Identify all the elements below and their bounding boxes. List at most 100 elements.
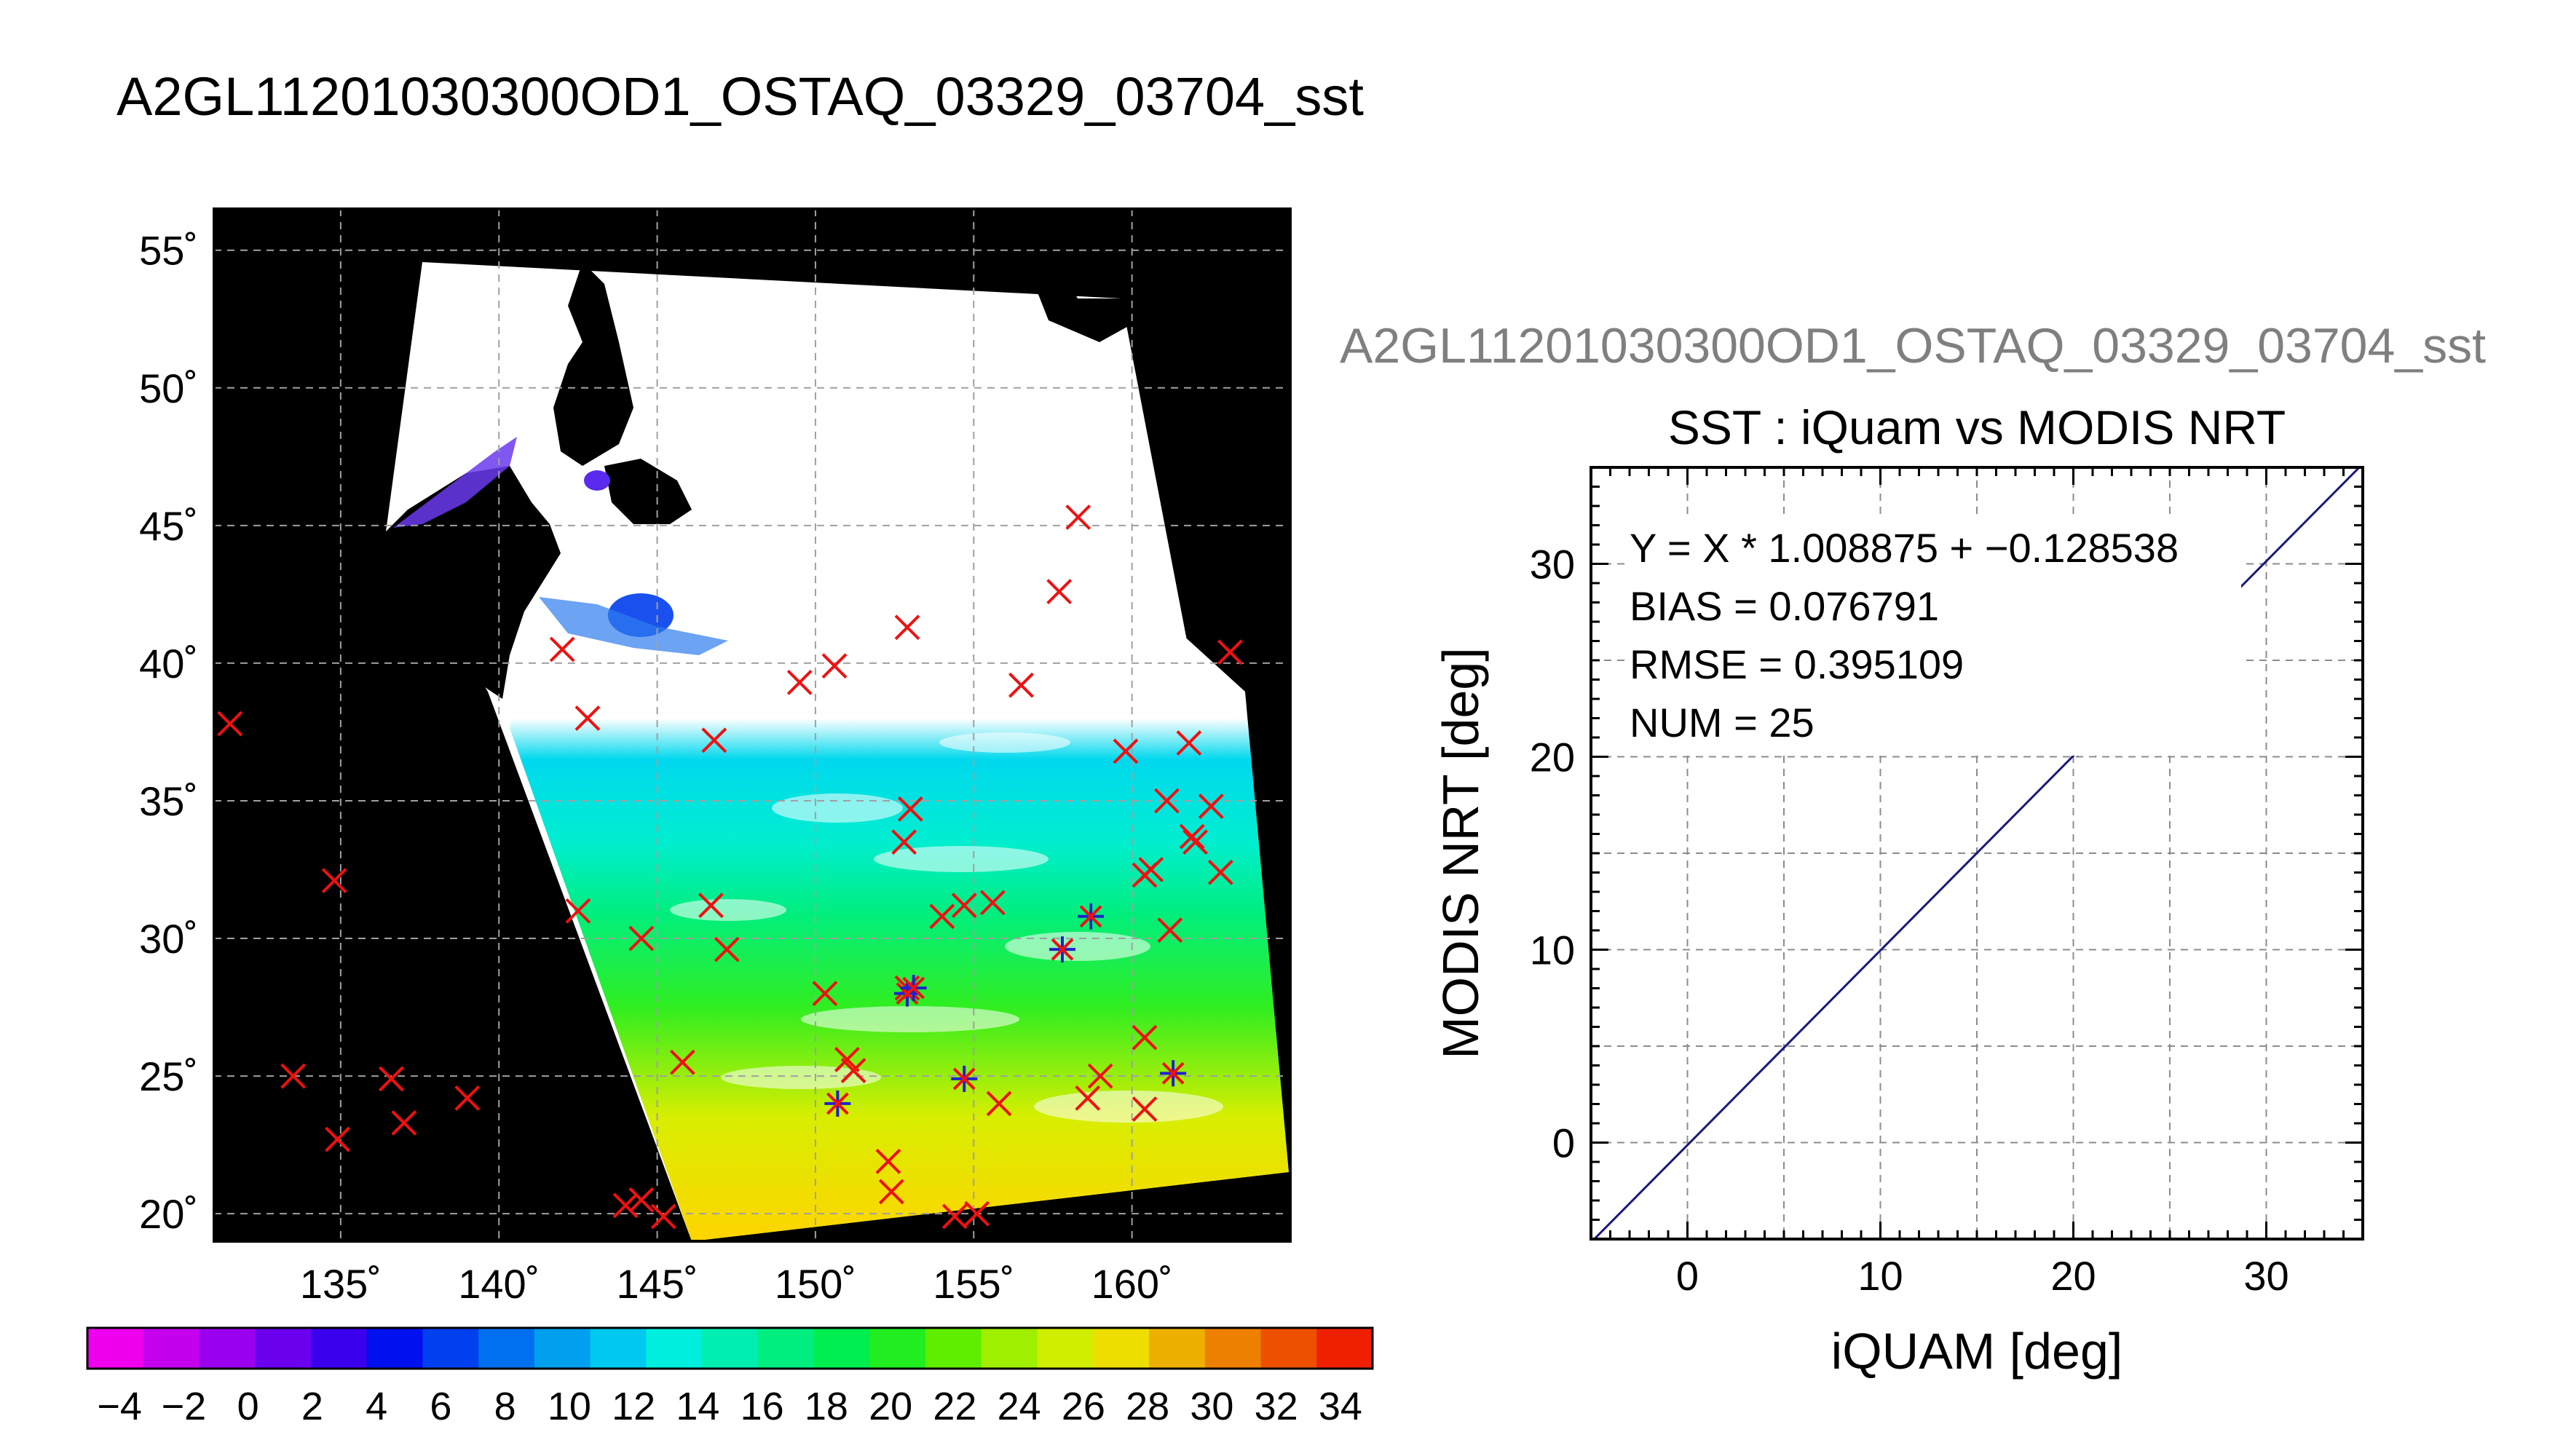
colorbar-cell (143, 1328, 200, 1369)
iquam-marker (1046, 579, 1073, 605)
iquam-marker (1182, 829, 1209, 855)
map-lat-tick-label: 55˚ (139, 228, 198, 274)
colorbar-tick-label: 32 (1255, 1385, 1298, 1428)
map-lat-tick-label: 25˚ (139, 1053, 198, 1099)
iquam-marker (1207, 859, 1233, 885)
iquam-marker (1198, 794, 1224, 819)
iquam-marker (812, 981, 838, 1007)
scatter-y-tick-labels: 0 10 20 30 (1530, 542, 1575, 1166)
colorbar-cell (1037, 1328, 1094, 1369)
colorbar-frame (86, 1326, 1374, 1370)
figure-title: A2GL11201030300OD1_OSTAQ_03329_03704_sst (117, 66, 1364, 127)
iquam-marker (1217, 639, 1243, 665)
colorbar-tick-label: 6 (430, 1385, 451, 1428)
map-markers (217, 505, 1243, 1230)
iquam-marker (454, 1085, 481, 1111)
iquam-marker (1075, 1085, 1101, 1111)
scatter-y-tick-label: 0 (1552, 1120, 1575, 1166)
colorbar-cell (869, 1328, 926, 1369)
iquam-marker (565, 898, 591, 924)
oyashio-blue (539, 597, 728, 655)
iquam-marker (897, 796, 923, 822)
colorbar-tick-label: 16 (741, 1385, 784, 1428)
colorbar-cell (925, 1328, 982, 1369)
colorbar-cell (478, 1328, 535, 1369)
iquam-marker (986, 1091, 1012, 1117)
iquam-marker (941, 1203, 968, 1230)
colorbar-cell (981, 1328, 1038, 1369)
scatter-x-tick-label: 0 (1676, 1253, 1699, 1299)
map-lat-tick-label: 30˚ (139, 916, 198, 962)
matchup-marker (1160, 1060, 1187, 1087)
map-lon-tick-label: 135˚ (300, 1261, 382, 1307)
iquam-marker (321, 868, 347, 894)
japan-land-black (386, 209, 1165, 699)
colorbar-cell (255, 1328, 312, 1369)
iquam-marker (325, 1126, 350, 1152)
colorbar-cell (199, 1328, 256, 1369)
iquam-marker (1132, 1024, 1158, 1051)
cold-water-patch (584, 470, 610, 491)
colorbar-cell (366, 1328, 423, 1369)
colorbar-tick-label: 2 (301, 1385, 323, 1428)
map-lat-tick-labels: 55˚ 50˚ 45˚ 40˚ 35˚ 30˚ 25˚ 20˚ (139, 228, 198, 1237)
colorbar-tick-label: 24 (998, 1385, 1041, 1428)
iquam-marker (1132, 1096, 1158, 1122)
colorbar-tick-label: 28 (1126, 1385, 1169, 1428)
map-grid (214, 209, 1290, 1241)
iquam-marker (786, 669, 813, 695)
iquam-marker (701, 727, 727, 753)
colorbar-tick-label: 20 (869, 1385, 912, 1428)
matchup-marker (900, 975, 927, 1002)
colorbar-tick-label: 18 (805, 1385, 848, 1428)
matchup-marker (951, 1065, 978, 1092)
colorbar-tick-label: −4 (97, 1385, 142, 1428)
iquam-marker (698, 893, 724, 919)
map-lat-tick-label: 20˚ (139, 1191, 198, 1237)
iquam-marker (391, 1109, 417, 1136)
iquam-marker (1008, 672, 1034, 698)
iquam-marker (379, 1066, 404, 1092)
colorbar-cell (590, 1328, 647, 1369)
colorbar-tick-label: 26 (1062, 1385, 1105, 1428)
map-frame (213, 207, 1292, 1243)
matchup-marker (1078, 903, 1105, 930)
map-lon-tick-label: 150˚ (775, 1261, 856, 1307)
colorbar-tick-labels: −4 −2 0 2 4 6 8 10 12 14 16 18 20 22 24 26 28 30 32 34 (97, 1385, 1362, 1428)
scatter-x-axis-label: iQUAM [deg] (1831, 1323, 2123, 1380)
stats-rmse: RMSE = 0.395109 (1630, 641, 1964, 687)
colorbar-cell (1260, 1328, 1317, 1369)
iquam-marker (834, 1047, 860, 1072)
map-lon-tick-label: 140˚ (458, 1261, 540, 1307)
colorbar-tick-label: −2 (162, 1385, 207, 1428)
map-lon-tick-label: 160˚ (1091, 1261, 1173, 1307)
colorbar-cell (1093, 1328, 1150, 1369)
scatter-x-tick-label: 20 (2050, 1253, 2096, 1299)
iquam-marker (1138, 857, 1164, 882)
colorbar-cell (757, 1328, 815, 1369)
colorbar-cell (310, 1328, 368, 1369)
iquam-marker (1154, 788, 1180, 814)
colorbar-tick-label: 22 (933, 1385, 976, 1428)
sst-colorbar: −4 −2 0 2 4 6 8 10 12 14 16 18 20 22 24 26 28 30 32 34 (86, 1326, 1374, 1428)
colorbar-cell (1204, 1328, 1262, 1369)
iquam-marker (875, 1148, 901, 1174)
colorbar-cell (1149, 1328, 1206, 1369)
scatter-y-tick-label: 30 (1530, 542, 1575, 587)
colorbar-cell (1316, 1328, 1373, 1369)
colorbar-tick-label: 4 (366, 1385, 387, 1428)
scatter-tick-marks (1591, 467, 2363, 1239)
scatter-secondary-title: A2GL11201030300OD1_OSTAQ_03329_03704_sst (1340, 318, 2486, 373)
iquam-marker (894, 614, 920, 641)
map-lat-tick-label: 45˚ (139, 503, 198, 549)
iquam-marker (714, 936, 740, 962)
iquam-marker (878, 1179, 904, 1205)
iquam-marker (821, 653, 848, 679)
scatter-x-tick-label: 30 (2243, 1253, 2289, 1299)
colorbar-cell (646, 1328, 703, 1369)
scatter-panel: 0 10 20 30 0 10 20 30 Y = X * 1.008875 + −0.12… (1432, 466, 2364, 1380)
matchup-marker (1049, 936, 1076, 963)
scatter-x-tick-labels: 0 10 20 30 (1676, 1253, 2289, 1299)
iquam-marker (1179, 823, 1205, 850)
map-lat-tick-label: 40˚ (139, 641, 198, 687)
